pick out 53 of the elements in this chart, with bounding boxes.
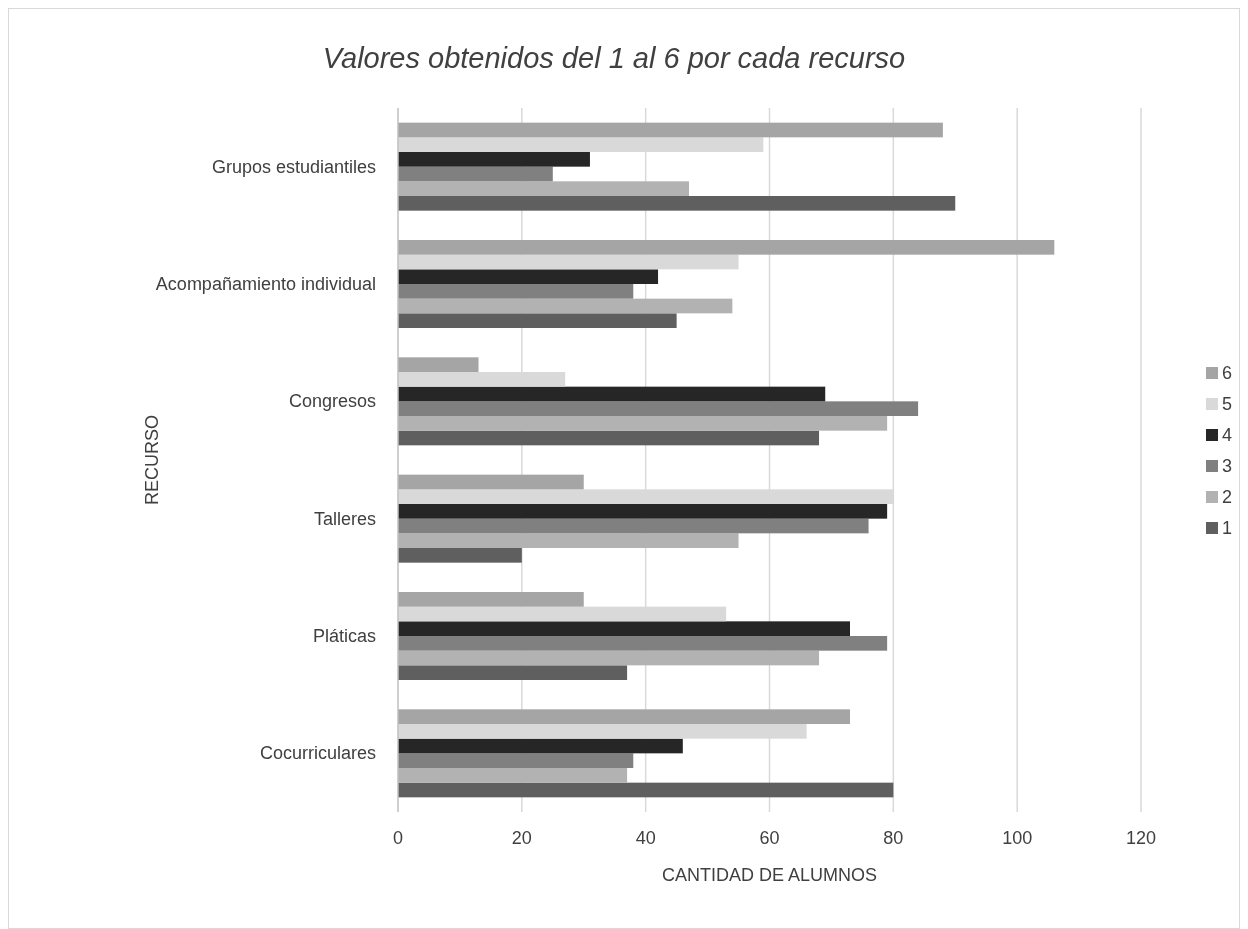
bar bbox=[398, 313, 677, 328]
legend-label: 1 bbox=[1222, 518, 1233, 538]
x-tick-label: 100 bbox=[1002, 828, 1033, 848]
legend-label: 5 bbox=[1222, 394, 1233, 414]
y-tick-label: Acompañamiento individual bbox=[155, 274, 376, 294]
bar bbox=[398, 650, 820, 666]
bar bbox=[398, 386, 826, 402]
y-tick-label: Grupos estudiantiles bbox=[211, 156, 376, 177]
bar bbox=[398, 240, 1055, 255]
chart-title: Valores obtenidos del 1 al 6 por cada recurso bbox=[322, 42, 906, 74]
legend-label: 4 bbox=[1222, 425, 1233, 445]
bar bbox=[398, 254, 739, 270]
bar bbox=[398, 298, 733, 314]
x-tick-label: 120 bbox=[1125, 828, 1157, 848]
x-axis-title: CANTIDAD DE ALUMNOS bbox=[661, 865, 878, 885]
bar bbox=[398, 504, 888, 519]
bar bbox=[398, 665, 628, 680]
legend-label: 3 bbox=[1222, 456, 1233, 476]
bar bbox=[398, 753, 634, 768]
x-tick-label: 60 bbox=[759, 828, 780, 848]
bar bbox=[398, 416, 888, 431]
x-tick-label: 20 bbox=[511, 828, 532, 848]
bar bbox=[398, 357, 479, 372]
bar bbox=[398, 709, 850, 724]
bar bbox=[398, 122, 943, 138]
bar bbox=[398, 533, 739, 548]
x-tick-label: 0 bbox=[392, 828, 404, 848]
bar bbox=[398, 768, 628, 783]
y-tick-label: Pláticas bbox=[312, 626, 376, 646]
bar bbox=[398, 401, 919, 416]
x-tick-label: 80 bbox=[883, 828, 904, 848]
bar bbox=[398, 782, 894, 798]
y-axis-title: RECURSO bbox=[142, 414, 162, 506]
bar bbox=[398, 181, 690, 196]
y-tick-label: Talleres bbox=[313, 508, 376, 529]
legend-label: 6 bbox=[1222, 363, 1233, 383]
legend-label: 2 bbox=[1222, 487, 1233, 507]
y-tick-label: Congresos bbox=[288, 391, 376, 412]
x-tick-label: 40 bbox=[635, 828, 656, 848]
bar bbox=[398, 592, 584, 607]
y-tick-label: Cocurriculares bbox=[259, 743, 376, 764]
bar bbox=[398, 548, 522, 563]
bar bbox=[398, 152, 590, 167]
bar bbox=[398, 196, 956, 211]
bar bbox=[398, 621, 850, 636]
bar bbox=[398, 738, 683, 754]
bar bbox=[398, 518, 869, 534]
bar bbox=[398, 284, 634, 299]
bar bbox=[398, 166, 553, 182]
bar bbox=[398, 474, 584, 490]
bar bbox=[398, 269, 659, 284]
bar bbox=[398, 636, 888, 651]
bar bbox=[398, 430, 820, 446]
